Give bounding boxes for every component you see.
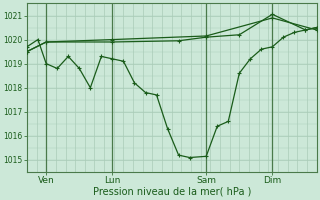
X-axis label: Pression niveau de la mer( hPa ): Pression niveau de la mer( hPa ) — [92, 187, 251, 197]
